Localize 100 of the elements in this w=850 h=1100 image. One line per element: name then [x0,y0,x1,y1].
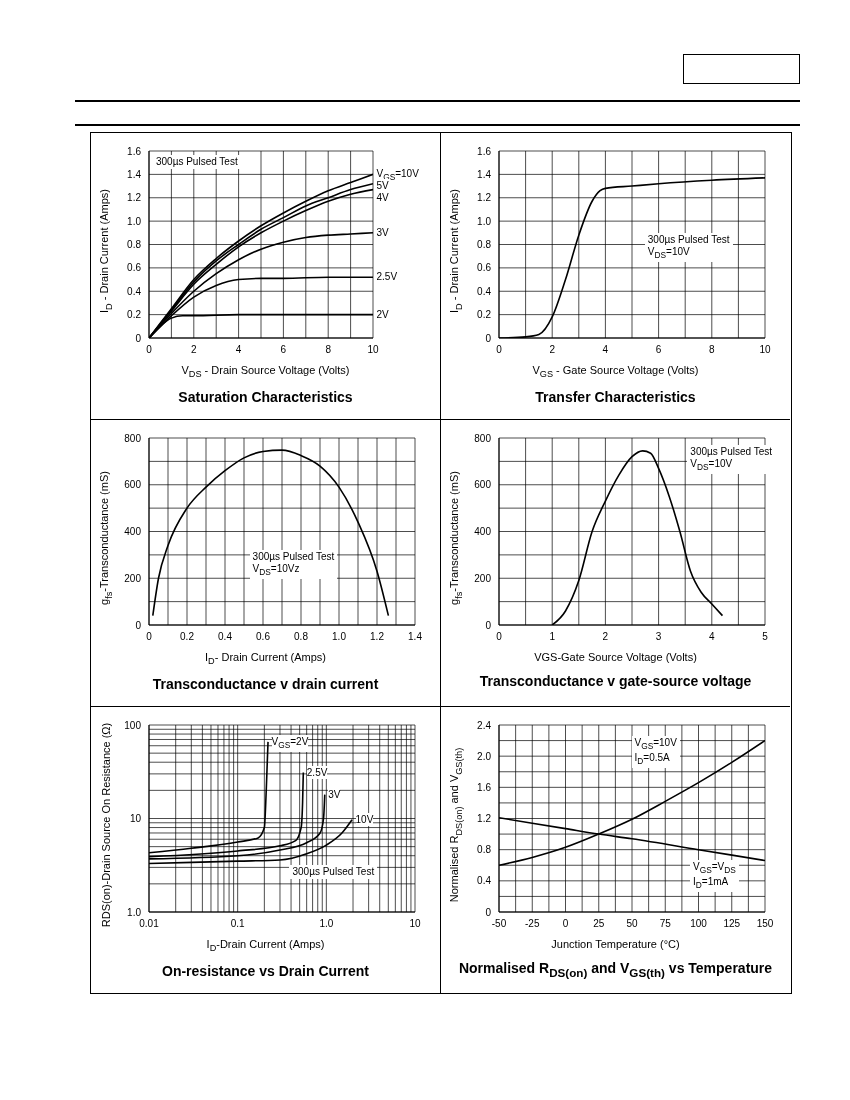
y-tick-label: 1.2 [476,192,491,204]
x-axis-title: VGS-Gate Source Voltage (Volts) [534,651,697,663]
y-tick-label: 1.0 [126,215,141,227]
annotation: V$_{DS}$=10Vz [252,563,300,578]
y-tick-label: 400 [123,526,141,538]
x-tick-label: 2 [190,344,197,356]
series-label: 5V [376,180,389,192]
x-tick-label: 1.0 [331,631,346,643]
x-axis-title: V$_{DS}$ - Drain Source Voltage (Volts) [181,364,350,380]
series-label: 4V [376,192,389,204]
series-label: 2.5V [306,766,328,778]
x-tick-label: 4 [708,631,715,643]
x-tick-label: 5 [761,631,768,643]
x-axis-title: I$_{D}$- Drain Current (Amps) [205,651,326,667]
y-tick-label: 0 [134,619,141,631]
x-tick-label: -25 [524,918,540,930]
annotation: I$_{D}$=1mA [693,875,729,890]
text: Transconductance v drain current [152,676,379,693]
annotation: V$_{DS}$=10V [690,458,733,473]
y-tick-label: 0.8 [476,844,491,856]
y-tick-label: 200 [123,572,141,584]
x-tick-label: 10 [758,344,771,356]
x-tick-label: 0.2 [179,631,194,643]
text: Transfer Characteristics [535,389,696,406]
y-tick-label: 800 [123,432,141,444]
y-tick-label: 0 [134,332,141,344]
x-tick-label: 0 [495,344,502,356]
x-tick-label: 0.6 [255,631,270,643]
annotation: I$_{D}$=0.5A [634,752,670,767]
annotation: 300µs Pulsed Test [690,446,773,458]
y-tick-label: 0.6 [126,262,141,274]
x-tick-label: 6 [655,344,662,356]
x-tick-label: 4 [235,344,242,356]
text: Transconductance v gate-source voltage [479,673,752,689]
x-tick-label: 0 [495,631,502,643]
x-tick-label: 125 [722,918,741,930]
x-tick-label: 0 [145,344,152,356]
series-label: 2V [376,308,389,320]
x-tick-label: 4 [602,344,609,356]
y-tick-label: 0.8 [126,239,141,251]
series-label: 3V [328,788,341,800]
x-axis-title: Junction Temperature (°C) [551,938,680,950]
x-tick-label: 150 [756,918,774,930]
y-tick-label: 1.0 [476,215,491,227]
x-tick-label: 10 [366,344,379,356]
x-tick-label: 8 [324,344,331,356]
y-tick-label: 2.4 [476,719,491,731]
annotation: 300µs Pulsed Test [155,155,238,167]
text: Normalised R$_{DS(on)}$ and V$_{GS(th)}$ vs Temperature [458,960,773,979]
x-axis-title: V$_{GS}$ - Gate Source Voltage (Volts) [532,364,699,380]
annotation: 300µs Pulsed Test [252,551,335,563]
x-tick-label: 0 [145,631,152,643]
y-tick-label: 0 [484,619,491,631]
x-tick-label: 0.8 [293,631,308,643]
y-tick-label: 600 [123,479,141,491]
y-tick-label: 1.6 [476,781,491,793]
series-label: 2.5V [376,271,398,283]
y-tick-label: 1.4 [476,168,491,180]
x-tick-label: 8 [708,344,715,356]
y-tick-label: 800 [473,432,491,444]
x-tick-label: 100 [689,918,707,930]
y-tick-label: 0.2 [476,309,491,321]
y-tick-label: 400 [473,526,491,538]
x-tick-label: 1.2 [369,631,384,643]
series-label: V$_{GS}$=2V [271,735,309,750]
x-tick-label: 25 [592,918,605,930]
y-tick-label: 1.6 [126,145,141,157]
annotation: V$_{GS}$=V$_{DS}$ [693,860,736,875]
y-tick-label: 100 [123,719,141,731]
x-tick-label: 2 [602,631,609,643]
x-tick-label: 3 [655,631,662,643]
x-tick-label: 1.0 [318,918,334,930]
y-tick-label: 1.0 [126,906,141,918]
y-tick-label: 0.4 [476,875,491,887]
y-tick-label: 1.2 [126,192,141,204]
annotation: V$_{GS}$=10V [634,737,677,752]
y-tick-label: 0 [484,906,491,918]
x-tick-label: 75 [659,918,671,930]
y-tick-label: 0.4 [476,285,491,297]
text: Saturation Characteristics [178,389,353,406]
annotation: V$_{DS}$=10V [647,246,690,261]
x-tick-label: 10 [408,918,421,930]
annotation: 300µs Pulsed Test [647,234,730,246]
y-tick-label: 1.6 [476,145,491,157]
x-axis-title: I$_{D}$-Drain Current (Amps) [206,938,325,954]
series-label: 10V [355,813,374,825]
text: On-resistance vs Drain Current [162,963,369,980]
x-tick-label: 1 [548,631,555,643]
x-tick-label: 1.4 [407,631,422,643]
y-tick-label: 600 [473,479,491,491]
x-tick-label: 6 [280,344,287,356]
y-tick-label: 1.2 [476,813,491,825]
y-tick-label: 1.4 [126,168,141,180]
y-tick-label: 0.4 [126,285,141,297]
series-label: 3V [376,226,389,238]
x-tick-label: 0.4 [217,631,232,643]
x-tick-label: 50 [625,918,638,930]
x-tick-label: 0.1 [230,918,245,930]
x-tick-label: 2 [548,344,555,356]
y-tick-label: 0.6 [476,262,491,274]
